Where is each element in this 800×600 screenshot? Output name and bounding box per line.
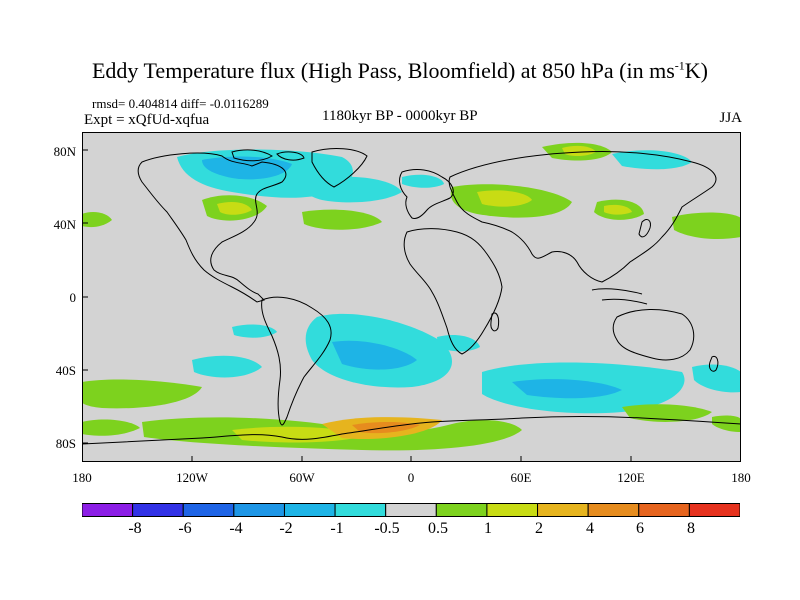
positive-anomaly-patch — [622, 404, 712, 422]
negative-anomaly-patch — [612, 150, 692, 170]
positive-anomaly-patch — [82, 379, 202, 409]
positive-anomaly-patch — [604, 204, 632, 215]
coastline-south-america — [261, 296, 332, 426]
rmsd-label: rmsd= 0.404814 diff= -0.0116289 — [92, 96, 269, 111]
chart-title-exponent: -1 — [674, 58, 685, 73]
colorbar-swatch — [233, 503, 285, 517]
y-tick-label: 0 — [69, 290, 77, 305]
coastline-asia — [448, 150, 717, 283]
y-tick-label: 80N — [53, 144, 76, 159]
negative-anomaly-patch — [692, 364, 741, 393]
colorbar-label: -1 — [330, 520, 344, 537]
coastline-madagascar — [490, 312, 500, 332]
x-tick-label: 0 — [407, 470, 415, 485]
y-tick-label: 40N — [53, 217, 76, 232]
positive-anomaly-patch — [562, 145, 596, 157]
colorbar-swatch — [537, 503, 589, 517]
colorbar-swatch — [435, 503, 488, 517]
colorbar-swatch — [587, 503, 640, 517]
colorbar-label: 0.5 — [428, 520, 448, 537]
flux-anomaly-layer — [82, 142, 741, 451]
season-label: JJA — [719, 110, 742, 126]
positive-anomaly-patch — [712, 415, 741, 432]
colorbar-label: -2 — [279, 520, 293, 537]
chart-title: Eddy Temperature flux (High Pass, Bloomf… — [0, 58, 800, 84]
coastline-greenland — [311, 148, 368, 188]
colorbar-swatch — [182, 503, 235, 517]
colorbar-swatch — [638, 503, 690, 517]
x-tick-label: 60E — [510, 470, 532, 485]
chart-title-end: K) — [684, 58, 708, 83]
colorbar-swatch — [688, 503, 740, 517]
negative-anomaly-patch — [301, 176, 402, 203]
colorbar-swatch — [283, 503, 336, 517]
colorbar-label: -0.5 — [374, 520, 400, 537]
coastline-antarctica — [82, 416, 741, 445]
colorbar-swatch — [82, 503, 134, 517]
y-tick-label: 80S — [55, 436, 76, 451]
colorbar-label: -6 — [178, 520, 192, 537]
positive-anomaly-patch — [477, 190, 532, 207]
positive-anomaly-patch — [302, 209, 382, 230]
coastline-europe — [399, 169, 454, 219]
coastline-japan — [638, 219, 651, 238]
colorbar-swatch — [132, 503, 184, 517]
colorbar-label: 8 — [687, 520, 695, 537]
negative-anomaly-patch — [332, 340, 417, 370]
chart-title-main: Eddy Temperature flux (High Pass, Bloomf… — [91, 58, 675, 83]
colorbar-label: 1 — [484, 520, 492, 537]
coastline-australia — [612, 308, 695, 361]
negative-anomaly-patch — [437, 335, 480, 352]
x-tick-label: 120W — [176, 470, 208, 485]
coastlines — [82, 148, 741, 445]
positive-anomaly-patch — [217, 202, 252, 215]
x-tick-label: 180 — [731, 470, 751, 485]
coastline-new-zealand — [709, 355, 719, 372]
negative-anomaly-patch — [512, 379, 622, 399]
negative-anomaly-patch — [202, 156, 292, 180]
colorbar-label: 2 — [535, 520, 543, 537]
positive-anomaly-patch — [82, 419, 140, 436]
axis-ticks — [82, 149, 632, 462]
experiment-label: Expt = xQfUd-xqfua — [84, 112, 210, 128]
negative-anomaly-patch — [232, 324, 277, 338]
colorbar-label: -8 — [128, 520, 142, 537]
colorbar-swatch — [334, 503, 387, 517]
x-tick-label: 60W — [289, 470, 315, 485]
coastline-indonesia — [591, 288, 648, 305]
negative-anomaly-patch — [402, 174, 444, 188]
positive-anomaly-patch — [672, 212, 741, 240]
colorbar-label: 4 — [586, 520, 594, 537]
colorbar — [82, 503, 740, 517]
positive-anomaly-patch — [82, 212, 112, 228]
world-map-plot — [82, 132, 741, 462]
colorbar-swatch — [385, 503, 437, 517]
y-tick-label: 40S — [55, 363, 76, 378]
x-tick-label: 180 — [72, 470, 92, 485]
negative-anomaly-patch — [192, 355, 262, 378]
coastline-north-america — [137, 152, 287, 303]
colorbar-label: 6 — [636, 520, 644, 537]
colorbar-swatch — [486, 503, 539, 517]
coastline-africa — [403, 228, 503, 355]
coastline-arctic-islands — [231, 149, 305, 162]
x-tick-label: 120E — [617, 470, 645, 485]
period-label: 1180kyr BP - 0000kyr BP — [322, 108, 478, 124]
colorbar-label: -4 — [229, 520, 243, 537]
